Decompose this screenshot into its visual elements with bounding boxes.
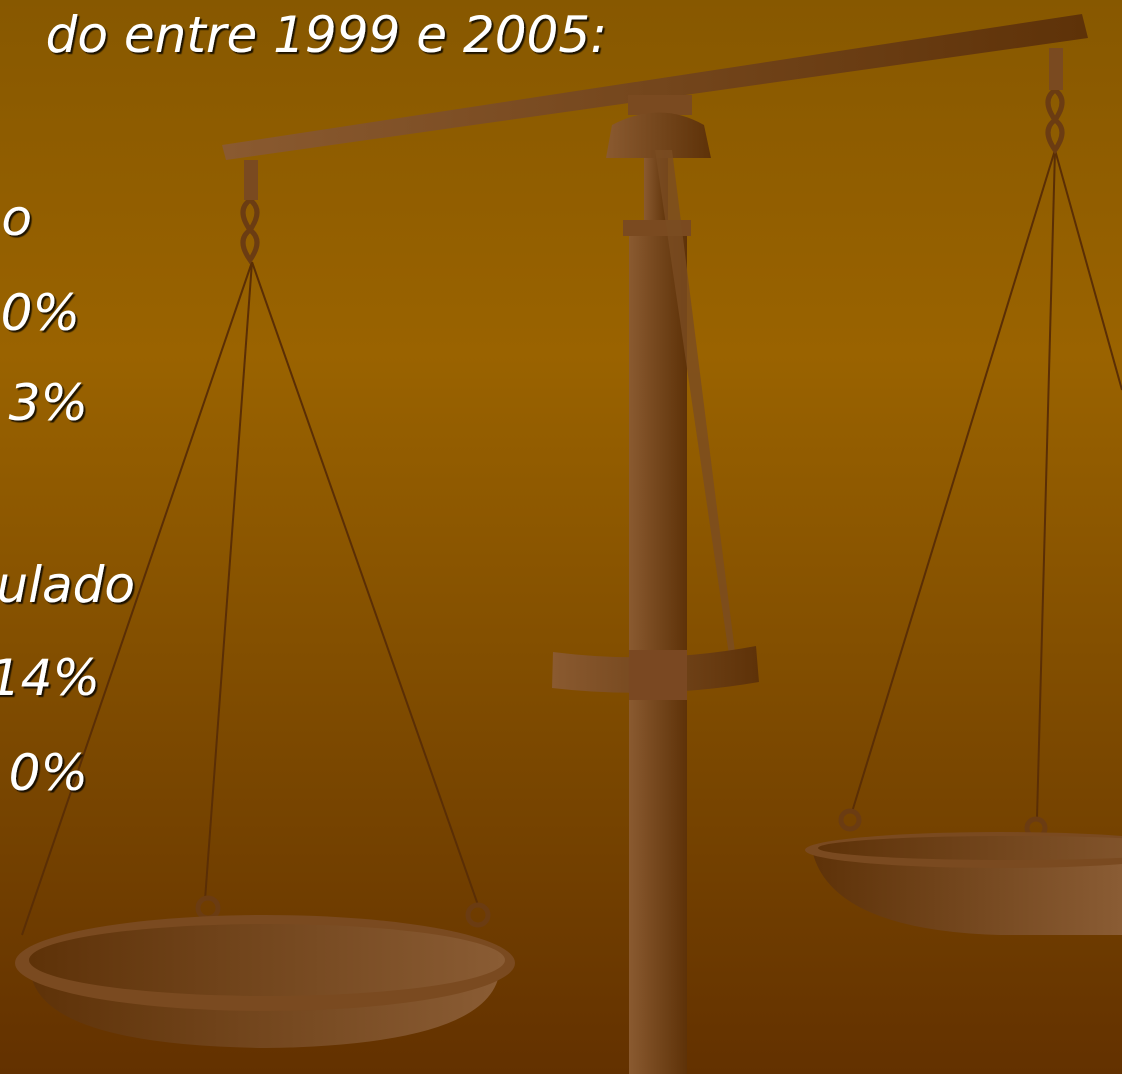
text-line: 0% — [1, 284, 80, 342]
text-line: 0% — [9, 744, 88, 802]
text-line: o — [1, 189, 32, 247]
text-line: 3% — [9, 374, 88, 432]
page: do entre 1999 e 2005: o 0% 3% ulado 14% … — [0, 0, 1122, 1074]
text-line: 14% — [0, 649, 100, 707]
text-line: ulado — [0, 556, 135, 614]
text-line: do entre 1999 e 2005: — [46, 6, 607, 64]
slide: do entre 1999 e 2005: o 0% 3% ulado 14% … — [0, 0, 1122, 1074]
